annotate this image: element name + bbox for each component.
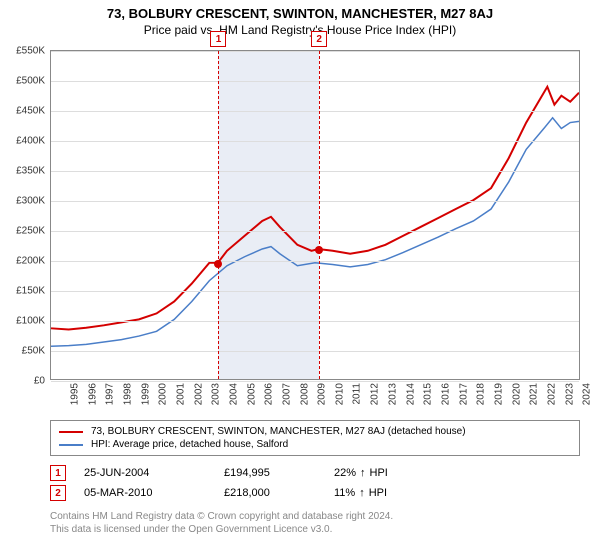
legend-swatch — [59, 431, 83, 433]
y-axis-label: £100K — [16, 316, 51, 327]
legend-label: HPI: Average price, detached house, Salf… — [91, 439, 288, 450]
x-axis-label: 1997 — [105, 383, 116, 405]
x-axis-label: 2017 — [458, 383, 469, 405]
transaction-row: 1 25-JUN-2004£194,99522% ↑ HPI — [50, 463, 388, 483]
y-axis-label: £150K — [16, 286, 51, 297]
x-axis-label: 2002 — [193, 383, 204, 405]
marker-badge: 2 — [311, 31, 327, 47]
y-axis-label: £200K — [16, 256, 51, 267]
y-gridline — [51, 141, 579, 142]
x-axis-label: 2009 — [317, 383, 328, 405]
marker-dot — [315, 246, 323, 254]
y-axis-label: £300K — [16, 196, 51, 207]
legend: 73, BOLBURY CRESCENT, SWINTON, MANCHESTE… — [50, 420, 580, 456]
x-axis-label: 1996 — [87, 383, 98, 405]
y-gridline — [51, 261, 579, 262]
transaction-badge: 1 — [50, 465, 66, 481]
series-line — [51, 87, 579, 330]
y-axis-label: £50K — [22, 346, 51, 357]
y-gridline — [51, 201, 579, 202]
y-axis-label: £450K — [16, 106, 51, 117]
y-gridline — [51, 231, 579, 232]
chart-svg — [51, 51, 579, 379]
y-gridline — [51, 81, 579, 82]
transaction-diff: 11% ↑ HPI — [334, 487, 387, 499]
transaction-diff: 22% ↑ HPI — [334, 467, 388, 479]
x-axis-label: 1999 — [140, 383, 151, 405]
y-gridline — [51, 111, 579, 112]
arrow-up-icon: ↑ — [360, 467, 366, 479]
page-title: 73, BOLBURY CRESCENT, SWINTON, MANCHESTE… — [0, 0, 600, 21]
diff-percent: 11% — [334, 487, 355, 499]
x-axis-label: 2023 — [564, 383, 575, 405]
y-axis-label: £550K — [16, 46, 51, 57]
transaction-price: £194,995 — [224, 467, 334, 479]
legend-label: 73, BOLBURY CRESCENT, SWINTON, MANCHESTE… — [91, 426, 466, 437]
legend-item: 73, BOLBURY CRESCENT, SWINTON, MANCHESTE… — [59, 425, 571, 438]
transaction-date: 05-MAR-2010 — [84, 487, 224, 499]
x-axis-label: 2019 — [493, 383, 504, 405]
transaction-table: 125-JUN-2004£194,99522%↑HPI205-MAR-2010£… — [50, 463, 388, 503]
footnote-line1: Contains HM Land Registry data © Crown c… — [50, 510, 393, 523]
footnote-line2: This data is licensed under the Open Gov… — [50, 523, 393, 536]
marker-line — [218, 51, 219, 379]
x-axis-label: 2010 — [334, 383, 345, 405]
diff-percent: 22% — [334, 467, 356, 479]
marker-dot — [214, 260, 222, 268]
x-axis-label: 2005 — [246, 383, 257, 405]
x-axis-label: 2006 — [264, 383, 275, 405]
x-axis-label: 2013 — [387, 383, 398, 405]
transaction-badge: 2 — [50, 485, 66, 501]
y-axis-label: £350K — [16, 166, 51, 177]
y-gridline — [51, 51, 579, 52]
diff-suffix: HPI — [370, 467, 388, 479]
marker-badge: 1 — [210, 31, 226, 47]
diff-suffix: HPI — [369, 487, 387, 499]
price-chart: £0£50K£100K£150K£200K£250K£300K£350K£400… — [50, 50, 580, 380]
x-axis-label: 2014 — [405, 383, 416, 405]
transaction-price: £218,000 — [224, 487, 334, 499]
y-gridline — [51, 321, 579, 322]
x-axis-label: 2008 — [299, 383, 310, 405]
x-axis-label: 2001 — [175, 383, 186, 405]
footnote: Contains HM Land Registry data © Crown c… — [50, 510, 393, 536]
y-axis-label: £0 — [34, 376, 51, 387]
y-gridline — [51, 381, 579, 382]
x-axis-label: 2011 — [351, 383, 362, 405]
legend-item: HPI: Average price, detached house, Salf… — [59, 438, 571, 451]
x-axis-label: 2007 — [281, 383, 292, 405]
y-axis-label: £500K — [16, 76, 51, 87]
x-axis-label: 1995 — [69, 383, 80, 405]
y-gridline — [51, 351, 579, 352]
transaction-row: 2 05-MAR-2010£218,00011% ↑ HPI — [50, 483, 388, 503]
x-axis-label: 2004 — [228, 383, 239, 405]
x-axis-label: 2020 — [511, 383, 522, 405]
x-axis-label: 2024 — [582, 383, 593, 405]
x-axis-label: 1998 — [122, 383, 133, 405]
y-gridline — [51, 171, 579, 172]
y-axis-label: £400K — [16, 136, 51, 147]
arrow-up-icon: ↑ — [359, 487, 365, 499]
marker-line — [319, 51, 320, 379]
x-axis-label: 2018 — [476, 383, 487, 405]
y-gridline — [51, 291, 579, 292]
y-axis-label: £250K — [16, 226, 51, 237]
x-axis-label: 2003 — [211, 383, 222, 405]
x-axis-label: 2000 — [158, 383, 169, 405]
x-axis-label: 2021 — [529, 383, 540, 405]
x-axis-label: 2015 — [423, 383, 434, 405]
x-axis-label: 2016 — [440, 383, 451, 405]
transaction-date: 25-JUN-2004 — [84, 467, 224, 479]
x-axis-label: 2012 — [370, 383, 381, 405]
x-axis-label: 2022 — [546, 383, 557, 405]
page-subtitle: Price paid vs. HM Land Registry's House … — [0, 21, 600, 37]
legend-swatch — [59, 444, 83, 446]
